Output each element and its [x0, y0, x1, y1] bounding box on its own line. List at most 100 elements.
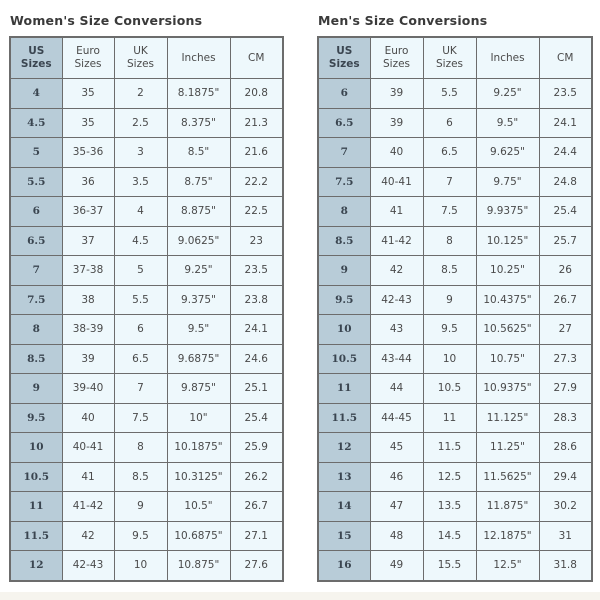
- column-header-cm: CM: [229, 36, 284, 79]
- page-footer-strip: [0, 592, 600, 600]
- table-row: 4 35 2 8.1875" 20.8: [9, 78, 284, 109]
- cell-euro-size: 44: [369, 373, 424, 404]
- column-header-inches: Inches: [475, 36, 540, 79]
- cell-inches: 9.25": [166, 255, 231, 286]
- cell-uk-size: 9.5: [113, 520, 168, 551]
- table-row: 10.5 43-44 10 10.75" 27.3: [317, 343, 593, 374]
- cell-us-size: 9.5: [9, 402, 63, 433]
- cell-us-size: 10: [9, 432, 63, 463]
- cell-us-size: 6: [9, 196, 63, 227]
- cell-euro-size: 47: [369, 491, 424, 522]
- table-row: 13 46 12.5 11.5625" 29.4: [317, 461, 593, 492]
- column-header-inches: Inches: [166, 36, 231, 79]
- table-row: 6 39 5.5 9.25" 23.5: [317, 78, 593, 109]
- table-row: 6.5 37 4.5 9.0625" 23: [9, 225, 284, 256]
- cell-inches: 10.5": [166, 491, 231, 522]
- cell-euro-size: 41: [61, 461, 115, 492]
- cell-uk-size: 9: [113, 491, 168, 522]
- cell-euro-size: 43: [369, 314, 424, 345]
- table-row: 7 37-38 5 9.25" 23.5: [9, 255, 284, 286]
- table-row: 5 35-36 3 8.5" 21.6: [9, 137, 284, 168]
- cell-cm: 27.1: [229, 520, 284, 551]
- cell-cm: 31: [538, 520, 593, 551]
- cell-cm: 24.8: [538, 166, 593, 197]
- cell-inches: 9.0625": [166, 225, 231, 256]
- header-row: US Sizes Euro Sizes UK Sizes Inches CM: [317, 36, 593, 79]
- cell-euro-size: 43-44: [369, 343, 424, 374]
- cell-uk-size: 2.5: [113, 107, 168, 138]
- cell-inches: 9.5": [475, 107, 540, 138]
- table-row: 8 38-39 6 9.5" 24.1: [9, 314, 284, 345]
- cell-uk-size: 6.5: [113, 343, 168, 374]
- cell-cm: 23.5: [538, 78, 593, 109]
- table-row: 5.5 36 3.5 8.75" 22.2: [9, 166, 284, 197]
- cell-cm: 28.6: [538, 432, 593, 463]
- cell-cm: 23: [229, 225, 284, 256]
- men-size-table: US Sizes Euro Sizes UK Sizes Inches CM 6 39 5.5 9.…: [317, 36, 593, 582]
- cell-cm: 22.5: [229, 196, 284, 227]
- cell-uk-size: 3: [113, 137, 168, 168]
- cell-inches: 10.1875": [166, 432, 231, 463]
- table-row: 12 42-43 10 10.875" 27.6: [9, 550, 284, 581]
- column-header-euro-size: Euro Sizes: [369, 36, 424, 79]
- column-header-uk-size: UK Sizes: [113, 36, 168, 79]
- cell-euro-size: 39: [369, 78, 424, 109]
- cell-euro-size: 35: [61, 78, 115, 109]
- cell-uk-size: 14.5: [422, 520, 477, 551]
- cell-uk-size: 10: [113, 550, 168, 581]
- cell-inches: 9.875": [166, 373, 231, 404]
- column-header-cm: CM: [538, 36, 593, 79]
- cell-inches: 10.125": [475, 225, 540, 256]
- cell-uk-size: 6: [113, 314, 168, 345]
- cell-inches: 9.9375": [475, 196, 540, 227]
- cell-inches: 8.1875": [166, 78, 231, 109]
- cell-euro-size: 40: [369, 137, 424, 168]
- cell-euro-size: 37-38: [61, 255, 115, 286]
- cell-us-size: 11: [9, 491, 63, 522]
- cell-inches: 9.75": [475, 166, 540, 197]
- women-size-table: US Sizes Euro Sizes UK Sizes Inches CM 4 35 2 8.18…: [9, 36, 284, 582]
- cell-us-size: 12: [317, 432, 371, 463]
- cell-euro-size: 46: [369, 461, 424, 492]
- cell-uk-size: 6.5: [422, 137, 477, 168]
- cell-cm: 25.4: [538, 196, 593, 227]
- cell-euro-size: 38: [61, 284, 115, 315]
- cell-cm: 25.7: [538, 225, 593, 256]
- cell-euro-size: 40-41: [369, 166, 424, 197]
- cell-euro-size: 42-43: [369, 284, 424, 315]
- cell-inches: 11.25": [475, 432, 540, 463]
- cell-euro-size: 45: [369, 432, 424, 463]
- cell-cm: 31.8: [538, 550, 593, 581]
- cell-euro-size: 35: [61, 107, 115, 138]
- cell-inches: 9.375": [166, 284, 231, 315]
- cell-cm: 23.8: [229, 284, 284, 315]
- cell-uk-size: 11: [422, 402, 477, 433]
- table-row: 11 44 10.5 10.9375" 27.9: [317, 373, 593, 404]
- cell-us-size: 5: [9, 137, 63, 168]
- table-row: 9 39-40 7 9.875" 25.1: [9, 373, 284, 404]
- cell-inches: 8.75": [166, 166, 231, 197]
- cell-euro-size: 42: [61, 520, 115, 551]
- cell-inches: 10.875": [166, 550, 231, 581]
- column-header-uk-size: UK Sizes: [422, 36, 477, 79]
- cell-uk-size: 7: [113, 373, 168, 404]
- table-row: 8.5 41-42 8 10.125" 25.7: [317, 225, 593, 256]
- cell-euro-size: 49: [369, 550, 424, 581]
- cell-uk-size: 7.5: [422, 196, 477, 227]
- cell-cm: 25.4: [229, 402, 284, 433]
- cell-inches: 12.5": [475, 550, 540, 581]
- cell-cm: 26: [538, 255, 593, 286]
- cell-cm: 27.3: [538, 343, 593, 374]
- cell-uk-size: 6: [422, 107, 477, 138]
- cell-uk-size: 9: [422, 284, 477, 315]
- cell-cm: 24.4: [538, 137, 593, 168]
- women-table-title: Women's Size Conversions: [10, 13, 203, 28]
- cell-cm: 25.9: [229, 432, 284, 463]
- cell-us-size: 9: [317, 255, 371, 286]
- cell-uk-size: 5.5: [113, 284, 168, 315]
- cell-cm: 24.1: [229, 314, 284, 345]
- cell-euro-size: 42-43: [61, 550, 115, 581]
- cell-euro-size: 36: [61, 166, 115, 197]
- cell-us-size: 5.5: [9, 166, 63, 197]
- cell-euro-size: 44-45: [369, 402, 424, 433]
